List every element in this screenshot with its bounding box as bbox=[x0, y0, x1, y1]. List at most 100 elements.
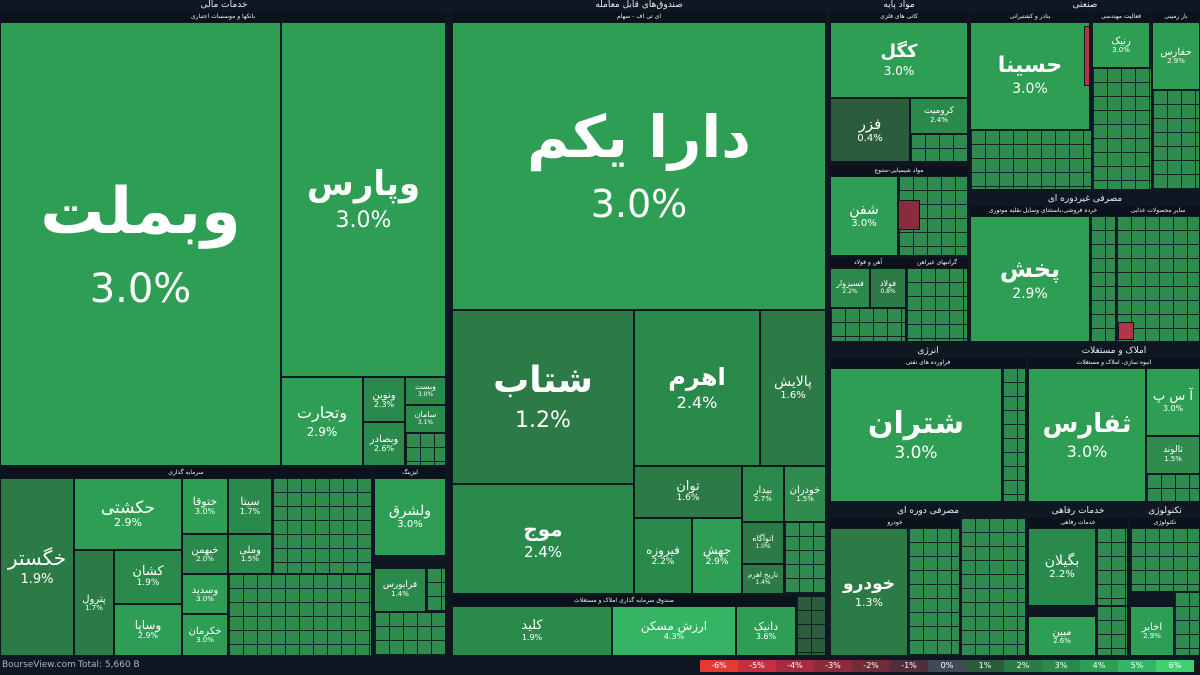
tile-label: خکرمان bbox=[188, 625, 222, 637]
tile-mowj[interactable]: موج 2.4% bbox=[452, 484, 634, 594]
tile-kromit[interactable]: کرومیت 2.4% bbox=[910, 98, 968, 134]
tile-label: کشان bbox=[132, 563, 164, 579]
tile-fazar[interactable]: فزر 0.4% bbox=[830, 98, 910, 162]
tile-bidar[interactable]: بیدار 2.7% bbox=[742, 466, 784, 522]
tile-pct: 1.5% bbox=[1164, 455, 1182, 464]
metal-small-tiles bbox=[910, 134, 968, 162]
tile-tavan[interactable]: توان 1.6% bbox=[634, 466, 742, 518]
welfare-small-tiles bbox=[1096, 528, 1128, 606]
tile-pct: 3.0% bbox=[1066, 441, 1108, 461]
industrial-small-tiles-3 bbox=[970, 130, 1092, 190]
tile-jahesh[interactable]: جهش 2.9% bbox=[692, 518, 742, 594]
tile-vpars[interactable]: وپارس 3.0% bbox=[281, 22, 446, 377]
group-title-retail: خرده فروشی،باستثنای وسایل نقلیه موتوری bbox=[970, 206, 1116, 216]
tile-vbist[interactable]: وبست 3.0% bbox=[405, 377, 446, 405]
tile-vamli[interactable]: وملی 1.5% bbox=[228, 534, 272, 574]
tile-aspi[interactable]: آ س پ 3.0% bbox=[1146, 368, 1200, 436]
tile-vnovin[interactable]: ونوین 2.3% bbox=[363, 377, 405, 422]
legend-cell: 4% bbox=[1080, 660, 1118, 672]
group-title-land-transport: بار زمینی bbox=[1152, 12, 1200, 22]
tile-shetab[interactable]: شتاب 1.2% bbox=[452, 310, 634, 484]
tile-khodran[interactable]: خودران 1.5% bbox=[784, 466, 826, 522]
group-title-metal-mining: کانی های فلزی bbox=[830, 12, 968, 22]
tile-firouzeh[interactable]: فیروزه 2.2% bbox=[634, 518, 692, 594]
tile-shafan[interactable]: شفن 3.0% bbox=[830, 176, 898, 256]
tile-bagilan[interactable]: بگیلان 2.2% bbox=[1028, 528, 1096, 606]
group-title-iron-steel: آهن و فولاد bbox=[830, 258, 906, 268]
tile-tarikhaharam[interactable]: تاریخ اهرم 1.4% bbox=[742, 564, 784, 594]
tile-khebahman[interactable]: خبهمن 2.0% bbox=[182, 534, 228, 574]
tile-akhabar[interactable]: اخابر 2.9% bbox=[1130, 606, 1174, 656]
tile-pct: 2.9% bbox=[137, 631, 159, 641]
tile-pct: 1.0% bbox=[755, 543, 771, 551]
tile-label: دارا یکم bbox=[526, 103, 752, 172]
tile-label: ولشرق bbox=[388, 502, 432, 519]
tile-otagah[interactable]: اتوآگاه 1.0% bbox=[742, 522, 784, 564]
tile-shetran[interactable]: شتران 3.0% bbox=[830, 368, 1002, 502]
tile-vbmellat[interactable]: وبملت 3.0% bbox=[0, 22, 281, 466]
tile-khodro[interactable]: خودرو 1.3% bbox=[830, 528, 908, 656]
tile-saman[interactable]: سامان 3.1% bbox=[405, 405, 446, 433]
tile-food-red[interactable] bbox=[1118, 322, 1134, 340]
tile-daryekom[interactable]: دارا یکم 3.0% bbox=[452, 22, 826, 310]
tile-petrol[interactable]: پترول 1.7% bbox=[74, 550, 114, 656]
tile-kegol[interactable]: کگل 3.0% bbox=[830, 22, 968, 98]
tile-vsadid[interactable]: وسدید 3.0% bbox=[182, 574, 228, 614]
tile-label: پترول bbox=[82, 593, 106, 605]
tile-label: پالایش bbox=[774, 373, 812, 390]
tile-label: کلید bbox=[521, 618, 543, 634]
tile-pct: 1.4% bbox=[391, 590, 409, 599]
group-title-nonferrous: گرانبهای غیراهن bbox=[906, 258, 968, 268]
tile-pct: 2.2% bbox=[842, 288, 858, 296]
tile-vsapa[interactable]: وساپا 2.9% bbox=[114, 604, 182, 656]
tile-hasina[interactable]: حسینا 3.0% bbox=[970, 22, 1090, 130]
tile-vbsader[interactable]: وبصادر 2.6% bbox=[363, 422, 405, 466]
tile-khotoga[interactable]: ختوقا 3.0% bbox=[182, 478, 228, 534]
tile-label: موج bbox=[523, 516, 563, 541]
tile-foolad[interactable]: فولاد 0.8% bbox=[870, 268, 906, 308]
tile-pakhsh[interactable]: پخش 2.9% bbox=[970, 216, 1090, 342]
tile-mabin[interactable]: مبین 2.6% bbox=[1028, 616, 1096, 656]
tile-pct: 3.0% bbox=[196, 635, 214, 644]
tile-pct: 2.9% bbox=[114, 516, 142, 530]
tile-ahrom[interactable]: اهرم 2.4% bbox=[634, 310, 760, 466]
tile-palayesh[interactable]: پالایش 1.6% bbox=[760, 310, 826, 466]
group-title-food: سایر محصولات غذایی bbox=[1116, 206, 1200, 216]
tile-chemical-red[interactable] bbox=[898, 200, 920, 230]
tile-pct: 3.0% bbox=[417, 391, 434, 399]
tile-label: ارزش مسکن bbox=[640, 619, 708, 633]
legend-cell: -2% bbox=[852, 660, 890, 672]
tile-salvand[interactable]: ثالوند 1.5% bbox=[1146, 436, 1200, 474]
group-title-welfare: خدمات رفاهی bbox=[1028, 518, 1128, 528]
group-title-oil: فراورده های نفتی bbox=[830, 358, 1026, 368]
tile-rink[interactable]: رنیک 3.0% bbox=[1092, 22, 1150, 68]
tile-label: کگل bbox=[880, 41, 918, 62]
tile-label: آ س پ bbox=[1153, 389, 1193, 405]
tile-pct: 3.0% bbox=[397, 519, 423, 531]
tile-label: ختوقا bbox=[192, 494, 218, 508]
brand-label[interactable]: BourseView.com bbox=[2, 660, 76, 670]
tile-label: خودران bbox=[789, 484, 821, 496]
tile-sefars[interactable]: ثفارس 3.0% bbox=[1028, 368, 1146, 502]
tile-hafars[interactable]: حفارس 2.9% bbox=[1152, 22, 1200, 90]
legend-cell: -1% bbox=[890, 660, 928, 672]
tile-arzeshmaskan[interactable]: ارزش مسکن 4.3% bbox=[612, 606, 736, 656]
tile-fraboors[interactable]: فرابورس 1.4% bbox=[374, 568, 426, 612]
tile-danik[interactable]: دانیک 3.6% bbox=[736, 606, 796, 656]
legend-cell: -5% bbox=[738, 660, 776, 672]
tile-pct: 2.4% bbox=[523, 542, 563, 561]
tile-sita[interactable]: سیتا 1.7% bbox=[228, 478, 272, 534]
tile-label: ثفارس bbox=[1042, 408, 1132, 439]
legend-cell: 0% bbox=[928, 660, 966, 672]
tile-fsabzevar[interactable]: فسبزوار 2.2% bbox=[830, 268, 870, 308]
tile-khekarman[interactable]: خکرمان 3.0% bbox=[182, 614, 228, 656]
tile-ports-red[interactable] bbox=[1084, 26, 1090, 86]
tile-kashan[interactable]: کشان 1.9% bbox=[114, 550, 182, 604]
oil-small-tiles bbox=[1002, 368, 1026, 502]
tile-pct: 2.6% bbox=[1053, 636, 1071, 645]
tile-kolid[interactable]: کلید 1.9% bbox=[452, 606, 612, 656]
tile-valshareq[interactable]: ولشرق 3.0% bbox=[374, 478, 446, 556]
tile-hekashti[interactable]: حکشتی 2.9% bbox=[74, 478, 182, 550]
tile-khagostar[interactable]: خگستر 1.9% bbox=[0, 478, 74, 656]
tile-vtejarat[interactable]: وتجارت 2.9% bbox=[281, 377, 363, 466]
